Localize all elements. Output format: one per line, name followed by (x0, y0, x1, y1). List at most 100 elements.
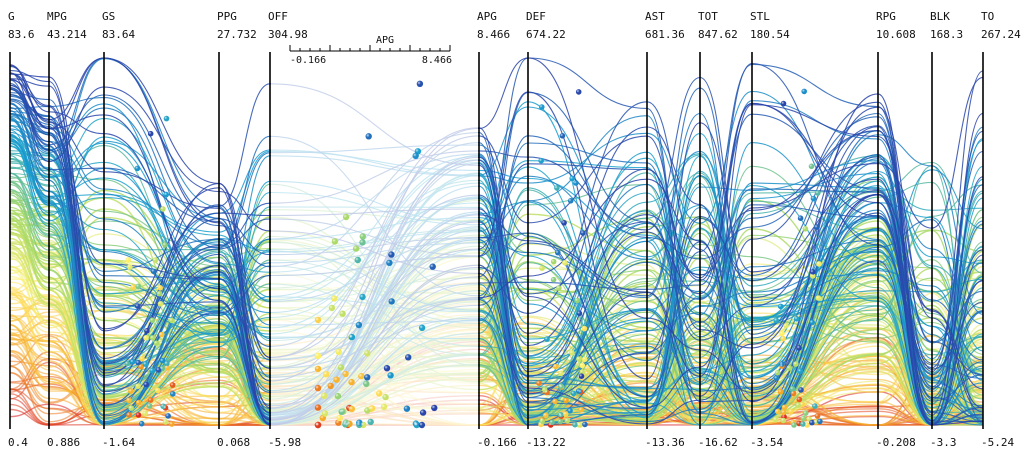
axis-min-to: -5.24 (981, 436, 1014, 449)
axis-min-apg: -0.166 (477, 436, 517, 449)
axis-name-to: TO (981, 10, 994, 23)
data-line (9, 57, 984, 425)
axis-max-g: 83.6 (8, 28, 35, 41)
point-highlight (774, 369, 781, 376)
point-highlight (773, 317, 780, 324)
axis-min-blk: -3.3 (930, 436, 957, 449)
axis-name-ast: AST (645, 10, 665, 23)
point-highlight (146, 403, 153, 409)
point-highlight (386, 259, 393, 266)
point-highlight (804, 422, 810, 428)
point-highlight (155, 367, 162, 373)
point-highlight (539, 104, 545, 110)
point-highlight (152, 257, 159, 263)
axis-max-ppg: 27.732 (217, 28, 257, 41)
axis-min-tot: -16.62 (698, 436, 738, 449)
point-highlight (558, 383, 564, 389)
point-highlight (788, 408, 794, 415)
point-highlight (543, 412, 549, 419)
axis-max-off: 304.98 (268, 28, 308, 41)
data-line (9, 113, 984, 414)
point-highlight (553, 363, 559, 370)
point-highlight (149, 317, 156, 324)
data-line (9, 57, 984, 409)
point-highlight (321, 392, 328, 400)
point-highlight (147, 130, 154, 137)
data-line (9, 145, 984, 419)
point-highlight (331, 238, 339, 245)
point-highlight (364, 407, 371, 414)
point-highlight (580, 230, 586, 236)
point-highlight (559, 133, 566, 139)
data-line (9, 90, 984, 419)
point-highlight (126, 397, 132, 404)
point-highlight (574, 297, 580, 304)
point-highlight (790, 390, 797, 397)
axis-name-stl: STL (750, 10, 770, 23)
point-highlight (569, 175, 575, 182)
point-highlight (562, 411, 569, 417)
point-highlight (364, 350, 371, 357)
point-highlight (796, 345, 802, 351)
point-highlight (162, 242, 168, 248)
point-highlight (143, 335, 149, 341)
point-highlight (127, 264, 133, 270)
point-highlight (376, 390, 383, 397)
point-highlight (578, 407, 584, 413)
point-highlight (328, 304, 336, 312)
point-highlight (576, 356, 582, 362)
point-highlight (342, 370, 349, 378)
point-highlight (367, 418, 374, 426)
point-highlight (554, 185, 560, 191)
point-highlight (124, 360, 131, 367)
inset-axis-max: 8.466 (422, 55, 452, 66)
point-highlight (333, 376, 340, 383)
point-highlight (777, 303, 784, 310)
point-highlight (135, 412, 142, 418)
point-highlight (139, 356, 145, 362)
axis-min-def: -13.22 (526, 436, 566, 449)
axis-min-g: 0.4 (8, 436, 28, 449)
point-highlight (348, 405, 356, 413)
point-highlight (569, 350, 575, 356)
point-highlight (314, 316, 322, 324)
axis-max-blk: 168.3 (930, 28, 963, 41)
point-highlight (557, 418, 564, 425)
point-highlight (418, 421, 426, 429)
point-highlight (359, 239, 366, 246)
axis-name-tot: TOT (698, 10, 718, 23)
point-highlight (780, 100, 787, 107)
point-highlight (147, 397, 154, 404)
point-highlight (157, 301, 164, 307)
axis-min-ast: -13.36 (645, 436, 685, 449)
data-line (9, 83, 984, 403)
point-highlight (779, 330, 785, 337)
point-highlight (363, 380, 370, 387)
data-line (9, 70, 984, 422)
point-highlight (153, 340, 160, 347)
point-highlight (383, 365, 391, 372)
data-line (9, 73, 984, 426)
axis-name-rpg: RPG (876, 10, 896, 23)
data-line (9, 92, 984, 400)
point-highlight (314, 404, 322, 411)
point-highlight (405, 354, 412, 361)
point-highlight (135, 383, 141, 390)
data-line (9, 125, 984, 425)
point-highlight (800, 421, 806, 427)
point-highlight (800, 415, 807, 422)
point-highlight (816, 261, 822, 267)
point-highlight (562, 260, 568, 266)
point-highlight (356, 419, 363, 426)
point-highlight (380, 403, 388, 410)
axis-max-apg: 8.466 (477, 28, 510, 41)
point-highlight (774, 408, 781, 415)
point-highlight (581, 356, 588, 363)
point-highlight (536, 380, 542, 387)
axis-min-stl: -3.54 (750, 436, 783, 449)
point-highlight (558, 370, 564, 377)
point-highlight (780, 335, 786, 342)
point-highlight (169, 421, 175, 427)
point-highlight (150, 268, 157, 275)
point-highlight (779, 361, 785, 367)
